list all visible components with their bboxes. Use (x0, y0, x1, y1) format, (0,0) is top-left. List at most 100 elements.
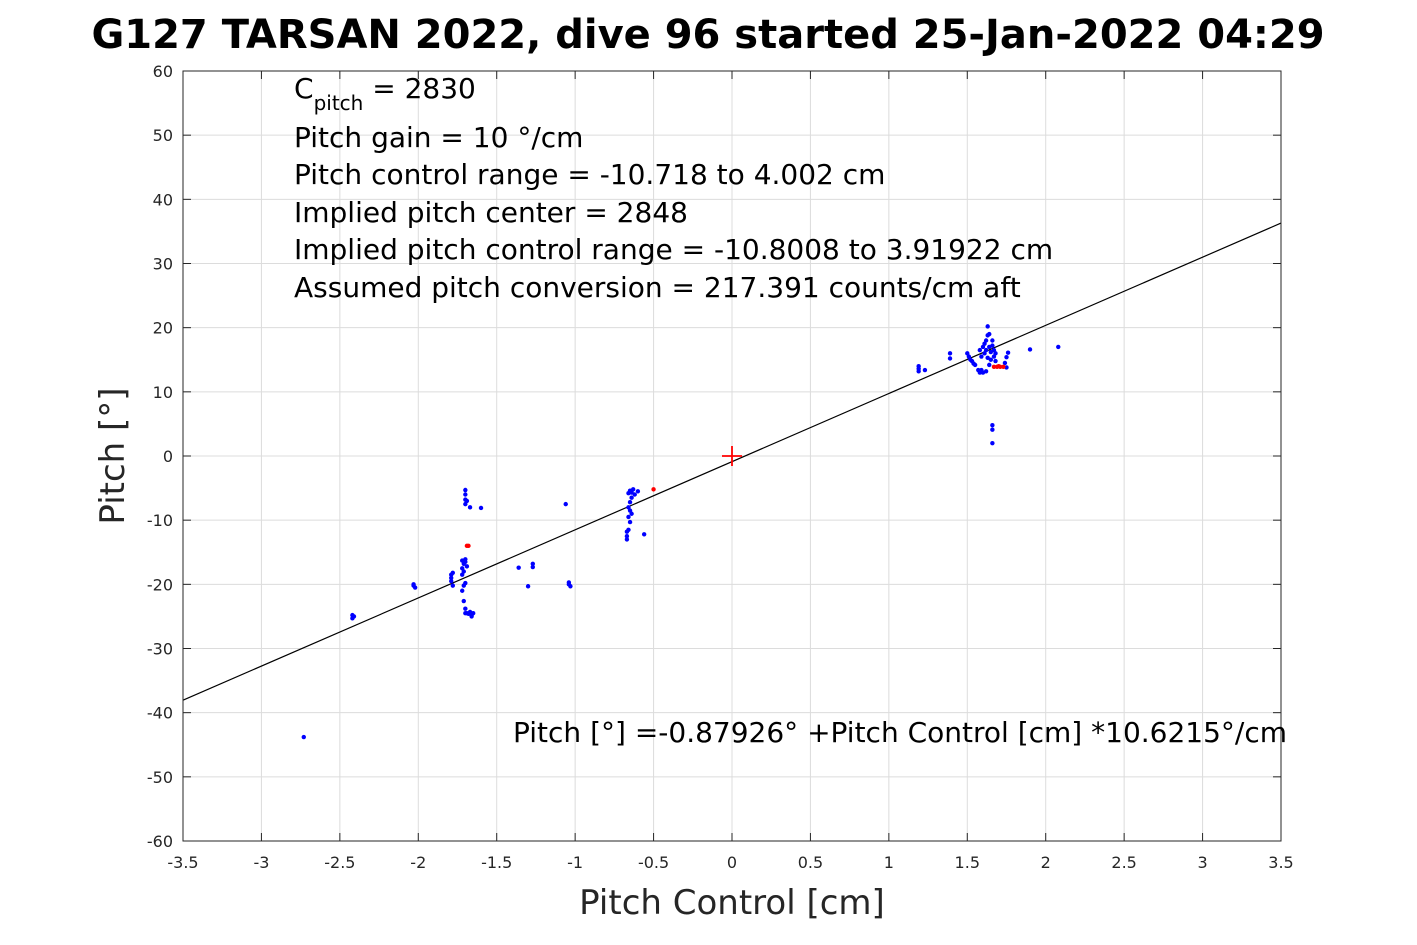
y-tick-label: 30 (153, 255, 173, 274)
x-tick-label: 2.5 (1111, 853, 1136, 872)
data-point (467, 609, 473, 615)
data-point (993, 358, 998, 364)
data-points (301, 324, 1061, 740)
data-point (641, 532, 647, 537)
data-point (463, 580, 468, 586)
y-tick-label: -60 (147, 832, 173, 851)
x-tick-label: -1 (567, 853, 583, 872)
data-point (990, 427, 995, 432)
data-point (626, 514, 631, 520)
y-tick-label: -50 (147, 768, 173, 787)
y-tick-label: -40 (147, 704, 173, 723)
data-point (991, 364, 997, 370)
y-tick-label: 0 (163, 447, 173, 466)
data-point (461, 598, 466, 604)
x-axis-label: Pitch Control [cm] (579, 883, 885, 923)
data-point (463, 492, 468, 497)
x-tick-label: -3 (253, 853, 269, 872)
c-pitch-subscript: pitch (314, 91, 364, 115)
data-point (624, 537, 630, 542)
data-point (987, 362, 992, 368)
data-point (990, 440, 995, 446)
data-point (449, 578, 454, 584)
data-point (983, 338, 989, 343)
data-point (530, 564, 535, 570)
y-tick-label: 40 (153, 190, 173, 209)
data-point (516, 565, 521, 570)
data-point (629, 495, 634, 500)
data-point (626, 527, 631, 532)
data-point (1056, 344, 1061, 350)
data-point (449, 575, 454, 581)
data-point (467, 505, 473, 510)
data-point (1027, 347, 1033, 352)
y-tick-label: 50 (153, 126, 173, 145)
data-point (460, 572, 465, 577)
data-point (983, 347, 989, 353)
data-point (464, 564, 470, 569)
x-tick-label: -2.5 (324, 853, 355, 872)
data-point (983, 369, 989, 374)
x-tick-label: -2 (410, 853, 426, 872)
data-point (450, 583, 455, 588)
data-point (530, 561, 535, 566)
center-marker-group (722, 446, 742, 466)
x-tick-label: -1.5 (481, 853, 512, 872)
y-axis-label: Pitch [°] (93, 387, 133, 524)
data-point (996, 363, 1001, 369)
data-point (450, 570, 455, 575)
data-point (990, 423, 995, 428)
annotation-implied-pitch-center: Implied pitch center = 2848 (294, 196, 688, 229)
annotation-c-pitch: Cpitch = 2830 (294, 72, 476, 115)
x-tick-label: 3.5 (1268, 853, 1293, 872)
annotation-pitch-control-range: Pitch control range = -10.718 to 4.002 c… (294, 158, 885, 191)
data-point (466, 543, 471, 549)
data-point (993, 351, 998, 356)
data-point (1004, 354, 1009, 360)
data-point (525, 584, 531, 589)
data-point (627, 500, 633, 505)
data-point (990, 343, 995, 348)
data-point (629, 511, 634, 516)
data-point (922, 367, 928, 373)
y-tick-label: -20 (147, 575, 173, 594)
data-point (1001, 364, 1006, 370)
data-point (916, 363, 921, 369)
y-tick-label: 60 (153, 62, 173, 81)
y-tick-labels: -60 -50 -40 -30 -20 -10 0 10 20 30 40 50 60 (147, 62, 173, 851)
data-point (947, 351, 953, 356)
data-point (463, 487, 468, 493)
data-point (1002, 360, 1008, 366)
data-point (985, 355, 990, 361)
annotation-pitch-gain: Pitch gain = 10 °/cm (294, 121, 583, 154)
data-point (460, 588, 465, 593)
data-point (947, 356, 953, 361)
y-tick-label: 10 (153, 383, 173, 402)
data-point (985, 324, 990, 329)
fit-equation: Pitch [°] =-0.87926° +Pitch Control [cm]… (513, 716, 1287, 749)
data-point (630, 487, 636, 492)
data-point (972, 362, 978, 368)
x-tick-label: 3 (1197, 853, 1207, 872)
annotation-pitch-conversion: Assumed pitch conversion = 217.391 count… (294, 271, 1021, 304)
data-point (624, 534, 630, 539)
data-point (651, 487, 656, 492)
data-point (626, 505, 631, 510)
data-point (990, 338, 995, 343)
data-point (626, 491, 631, 496)
data-point (979, 354, 984, 359)
data-point (627, 519, 633, 525)
chart-title: G127 TARSAN 2022, dive 96 started 25-Jan… (91, 12, 1324, 58)
data-point (977, 347, 983, 353)
data-point (351, 614, 357, 619)
y-tick-label: 20 (153, 319, 173, 338)
c-pitch-symbol: C (294, 72, 314, 105)
x-tick-label: 2 (1041, 853, 1051, 872)
axis-ticks (182, 70, 1282, 842)
x-tick-label: 1.5 (955, 853, 980, 872)
c-pitch-value: = 2830 (363, 72, 476, 105)
x-tick-label: 1 (884, 853, 894, 872)
x-tick-label: 0 (727, 853, 737, 872)
data-point (566, 582, 572, 587)
